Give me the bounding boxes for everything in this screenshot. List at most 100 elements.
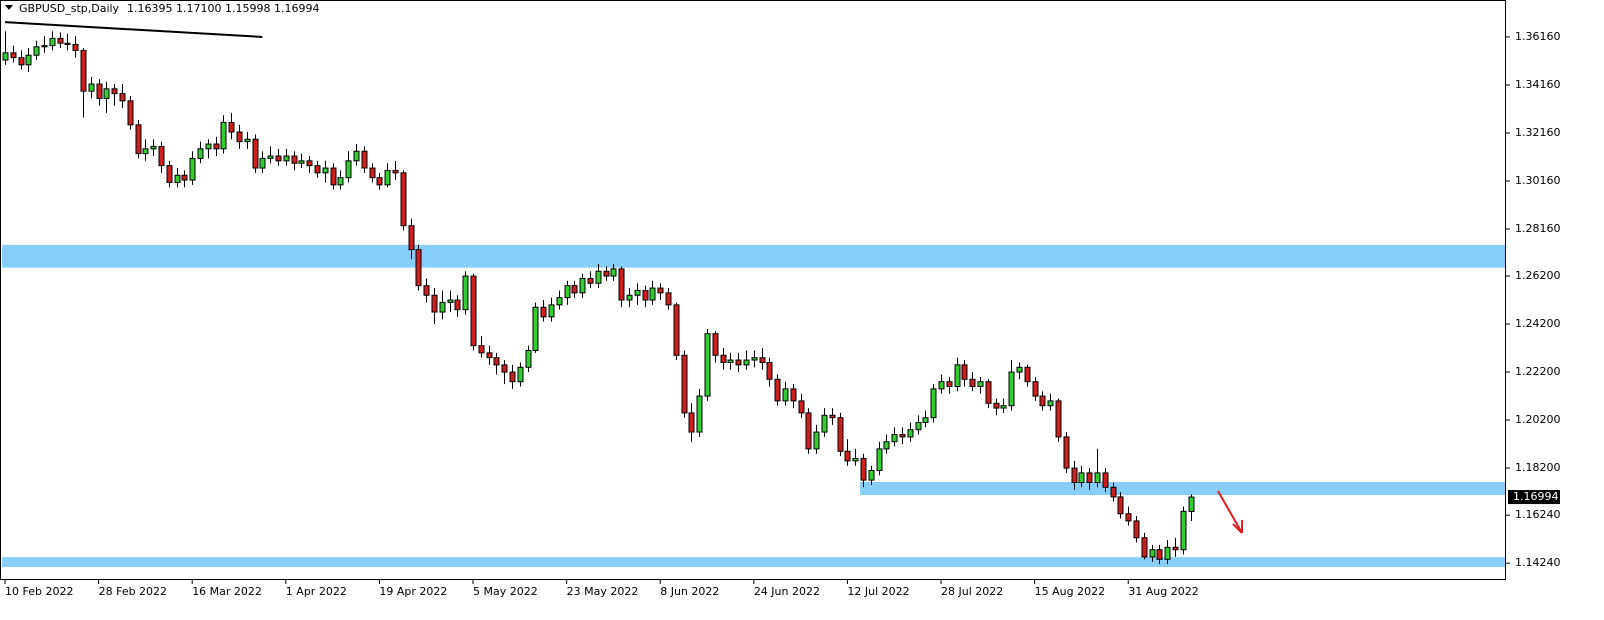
y-tick-label: 1.16240 xyxy=(1515,508,1561,521)
candle-body xyxy=(181,174,188,181)
candle-body xyxy=(330,167,337,186)
candle-body xyxy=(759,357,766,363)
candle-body xyxy=(150,145,157,150)
candle-body xyxy=(376,177,383,186)
candle-body xyxy=(844,450,851,462)
candle-body xyxy=(681,354,688,414)
candle-body xyxy=(1172,546,1179,551)
candle-body xyxy=(766,361,773,380)
candle-body xyxy=(634,289,641,296)
candle-body xyxy=(618,268,625,301)
candle-body xyxy=(213,143,220,150)
candle-body xyxy=(891,433,898,443)
candle-body xyxy=(868,469,875,481)
arrow xyxy=(1217,490,1243,534)
candle-body xyxy=(431,294,438,313)
x-tick-label: 28 Jul 2022 xyxy=(941,585,1003,598)
candle-body xyxy=(735,359,742,366)
candle-body xyxy=(1008,371,1015,407)
candle-body xyxy=(1071,467,1078,483)
candle-body xyxy=(244,138,251,143)
candle-body xyxy=(415,249,422,287)
candle-body xyxy=(1125,513,1132,522)
candle-body xyxy=(189,157,196,181)
candle-body xyxy=(80,49,87,92)
candle-body xyxy=(1180,510,1187,551)
candle-body xyxy=(915,421,922,431)
candle-body xyxy=(860,457,867,481)
candle-body xyxy=(813,431,820,450)
candle-body xyxy=(103,88,110,99)
candle-body xyxy=(727,359,734,363)
candle-body xyxy=(135,124,142,155)
candle-body xyxy=(345,160,352,179)
candle-body xyxy=(283,155,290,162)
candle-body xyxy=(96,83,103,99)
candle-body xyxy=(649,287,656,301)
current-price-label: 1.16994 xyxy=(1513,490,1559,503)
candle-body xyxy=(977,381,984,387)
candle-body xyxy=(158,145,165,167)
y-tick-label: 1.22200 xyxy=(1515,365,1561,378)
candle-body xyxy=(1156,549,1163,560)
candle-body xyxy=(665,292,672,306)
candle-body xyxy=(462,275,469,311)
candle-body xyxy=(33,46,40,56)
candle-body xyxy=(774,378,781,402)
candle-body xyxy=(486,352,493,359)
candle-body xyxy=(252,138,259,169)
candle-body xyxy=(985,381,992,404)
candle-body xyxy=(1032,381,1039,397)
candle-body xyxy=(1024,366,1031,383)
candle-body xyxy=(18,57,25,66)
candle-body xyxy=(64,42,71,45)
x-tick-label: 28 Feb 2022 xyxy=(99,585,167,598)
candle-body xyxy=(470,275,477,347)
candle-body xyxy=(564,285,571,299)
candle-body xyxy=(673,304,680,356)
candle-body xyxy=(603,270,610,277)
candle-body xyxy=(392,169,399,174)
candle-body xyxy=(2,52,9,61)
candle-body xyxy=(220,121,227,150)
candle-body xyxy=(509,371,516,383)
candle-body xyxy=(969,378,976,387)
candle-body xyxy=(10,52,17,59)
candle-body xyxy=(751,357,758,361)
candle-body xyxy=(805,412,812,450)
candle-body xyxy=(166,165,173,183)
x-tick-label: 12 Jul 2022 xyxy=(847,585,909,598)
candle-body xyxy=(1016,366,1023,373)
candle-body xyxy=(337,177,344,186)
candle-body xyxy=(922,417,929,423)
candle-body xyxy=(478,345,485,354)
candle-body xyxy=(556,297,563,306)
candle-body xyxy=(306,160,313,167)
candle-body xyxy=(41,45,48,48)
candle-body xyxy=(696,395,703,433)
candle-body xyxy=(883,441,890,450)
candle-body xyxy=(493,357,500,366)
candle-body xyxy=(1188,496,1195,512)
candle-body xyxy=(197,148,204,159)
candle-body xyxy=(454,299,461,311)
candle-body xyxy=(1164,546,1171,560)
candle-body xyxy=(49,37,56,47)
candle-body xyxy=(259,157,266,169)
y-tick-label: 1.14240 xyxy=(1515,556,1561,569)
x-tick-label: 23 May 2022 xyxy=(567,585,639,598)
candle-body xyxy=(298,160,305,164)
x-tick-label: 19 Apr 2022 xyxy=(379,585,447,598)
candle-body xyxy=(1110,486,1117,498)
candle-body xyxy=(579,277,586,294)
y-tick-label: 1.18200 xyxy=(1515,461,1561,474)
candle-body xyxy=(423,285,430,296)
candle-body xyxy=(1086,472,1093,483)
candle-body xyxy=(353,150,360,162)
candles xyxy=(2,21,1195,565)
candle-body xyxy=(829,414,836,419)
candle-body xyxy=(1149,549,1156,558)
y-tick-label: 1.30160 xyxy=(1515,174,1561,187)
zone xyxy=(860,482,1505,495)
